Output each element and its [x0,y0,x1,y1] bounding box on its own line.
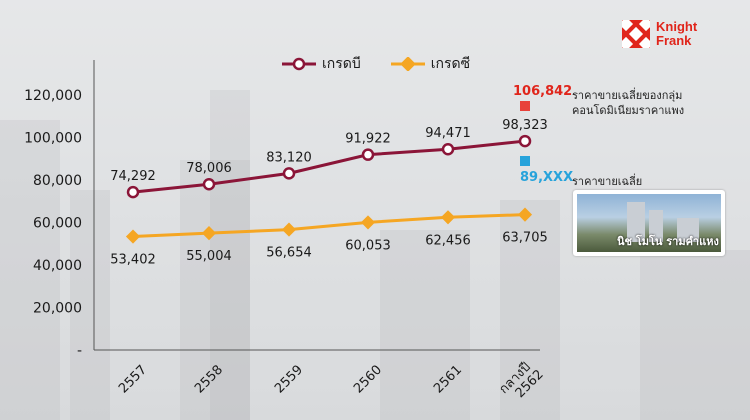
point-grade-c [201,226,217,241]
project-photo-caption: นิช โมโน รามคำแหง [617,235,719,248]
data-label-grade-b: 98,323 [502,118,548,133]
average-value: 89,XXX [520,170,574,185]
y-tick-label: 120,000 [24,88,82,104]
legend-item-grade-c: เกรดซี [390,53,471,75]
luxury-label-line1: ราคาขายเฉลี่ยของกลุ่ม [572,89,683,102]
point-grade-b [518,134,532,148]
legend-label-grade-c: เกรดซี [430,56,471,72]
background-building [180,160,250,420]
series-line-grade-c [132,213,526,239]
legend-circle-marker-icon [282,57,316,71]
data-label-grade-c: 53,402 [110,253,156,268]
point-grade-b [202,177,216,191]
background-building [70,190,110,420]
project-photo-image [577,194,721,252]
x-tick-label: 2560 [351,362,385,396]
point-grade-b [282,167,296,180]
y-tick-label: 20,000 [33,301,82,317]
data-label-grade-b: 83,120 [266,150,312,165]
data-label-grade-b: 94,471 [425,126,471,141]
y-tick-label: 60,000 [33,216,82,232]
y-tick-label: 100,000 [24,131,82,147]
logo-line1: Knight [656,19,698,34]
point-grade-b [441,142,455,156]
x-tick-label: 2561 [431,362,465,396]
data-label-grade-c: 56,654 [266,246,312,261]
y-tick-label: 80,000 [33,173,82,189]
data-label-grade-c: 55,004 [186,249,232,264]
logo-line2: Frank [656,33,692,48]
background-building [380,230,470,420]
data-label-grade-b: 78,006 [186,161,232,176]
point-grade-c [281,222,297,237]
average-marker-square [520,156,530,166]
legend: เกรดบี เกรดซี [282,53,470,75]
x-tick-label: 2559 [272,362,306,396]
data-label-grade-c: 60,053 [345,238,391,253]
average-label: ราคาขายเฉลี่ย [572,175,643,188]
point-grade-b [126,185,140,199]
point-grade-b [361,148,375,161]
point-grade-c [517,207,533,222]
point-grade-c [360,215,376,230]
series-line-grade-b [132,139,526,194]
data-label-grade-c: 62,456 [425,233,471,248]
background-building [0,120,60,420]
background-building [210,90,250,420]
knight-frank-logo: Knight Frank [622,20,697,48]
data-label-grade-b: 91,922 [345,132,391,147]
y-tick-label: 40,000 [33,258,82,274]
luxury-label-line2: คอนโดมิเนียมราคาแพง [572,104,685,117]
luxury-marker-square [520,101,530,111]
point-grade-c [125,229,141,244]
point-grade-c [440,210,456,225]
luxury-average-value: 106,842 [513,84,573,99]
x-tick-label: 2557 [116,362,150,396]
logo-mark-icon [622,20,650,48]
legend-label-grade-b: เกรดบี [322,56,361,72]
project-photo: นิช โมโน รามคำแหง [573,190,725,256]
data-label-grade-c: 63,705 [502,231,548,246]
data-label-grade-b: 74,292 [110,169,156,184]
legend-diamond-marker-icon [390,57,425,71]
legend-item-grade-b: เกรดบี [282,53,361,75]
background-building [640,250,750,420]
background-building [500,200,560,420]
x-tick-label: กลางปี2562 [496,356,547,407]
y-tick-label: - [77,343,82,359]
x-tick-label: 2558 [192,362,226,396]
logo-text: Knight Frank [656,20,697,48]
